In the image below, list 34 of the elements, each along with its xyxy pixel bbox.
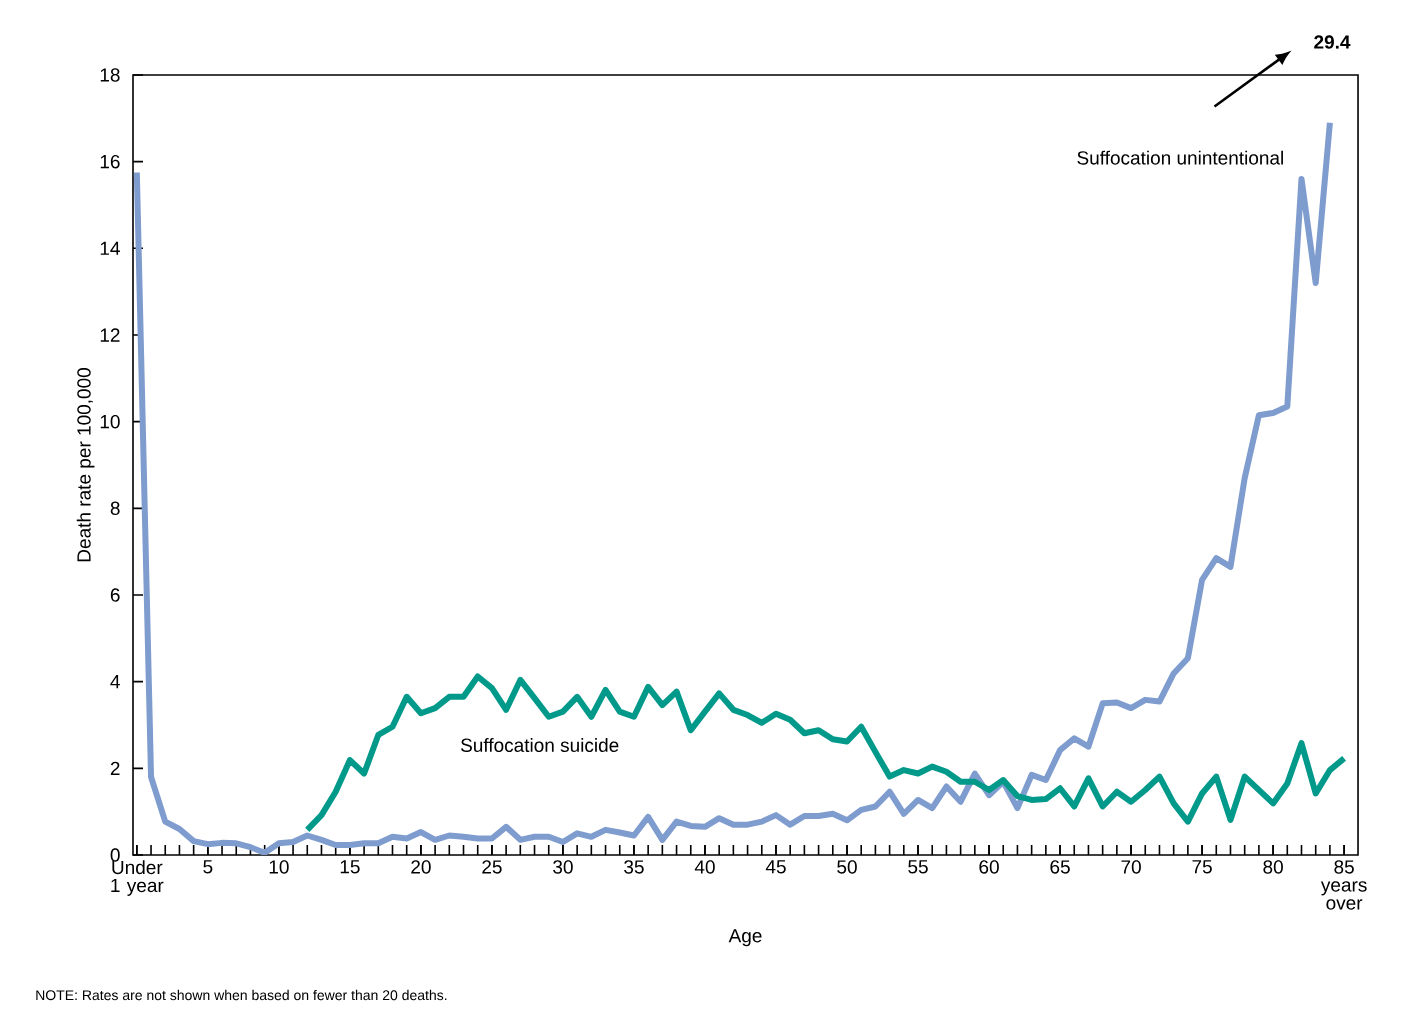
x-tick-label: 10 — [269, 860, 289, 874]
x-axis-title: Age — [728, 929, 762, 947]
y-tick-label: 16 — [100, 154, 120, 169]
x-tick-label: 35 — [624, 860, 644, 874]
x-tick-label: Under 1 year — [111, 860, 164, 896]
x-tick-label: 45 — [765, 860, 786, 874]
y-tick-label: 4 — [110, 675, 120, 689]
x-tick-label: 80 — [1263, 860, 1283, 874]
x-tick-label: 70 — [1121, 860, 1141, 874]
y-tick-label: 8 — [110, 501, 120, 516]
x-tick-label: 55 — [908, 860, 928, 874]
x-tick-label: 15 — [340, 860, 360, 874]
y-tick-label: 18 — [100, 68, 120, 82]
x-tick-label: 5 — [203, 860, 213, 874]
y-tick-label: 0 — [110, 848, 120, 862]
x-tick-label: 75 — [1192, 860, 1212, 874]
x-tick-label: 50 — [837, 860, 857, 874]
series-label: Suffocation unintentional — [1077, 150, 1283, 165]
x-tick-label: 40 — [694, 860, 715, 874]
x-tick-label: 30 — [553, 860, 573, 874]
y-tick-label: 2 — [110, 761, 120, 775]
y-axis-title: Death rate per 100,000 — [76, 368, 95, 562]
y-tick-label: 12 — [100, 328, 120, 342]
x-tick-label: 85 years over — [1320, 860, 1367, 910]
y-tick-label: 6 — [110, 588, 120, 602]
y-tick-label: 10 — [100, 414, 120, 429]
text: NOTE: Rates are not shown when based on fewer than 20 deaths. — [36, 989, 447, 1001]
x-tick-label: 65 — [1050, 860, 1070, 874]
series-label: Suffocation suicide — [461, 738, 619, 752]
x-tick-label: 60 — [979, 860, 999, 874]
y-tick-label: 14 — [100, 241, 120, 255]
x-tick-label: 20 — [411, 860, 431, 874]
x-tick-label: 25 — [482, 860, 502, 874]
text: 29.4 — [1314, 35, 1351, 49]
